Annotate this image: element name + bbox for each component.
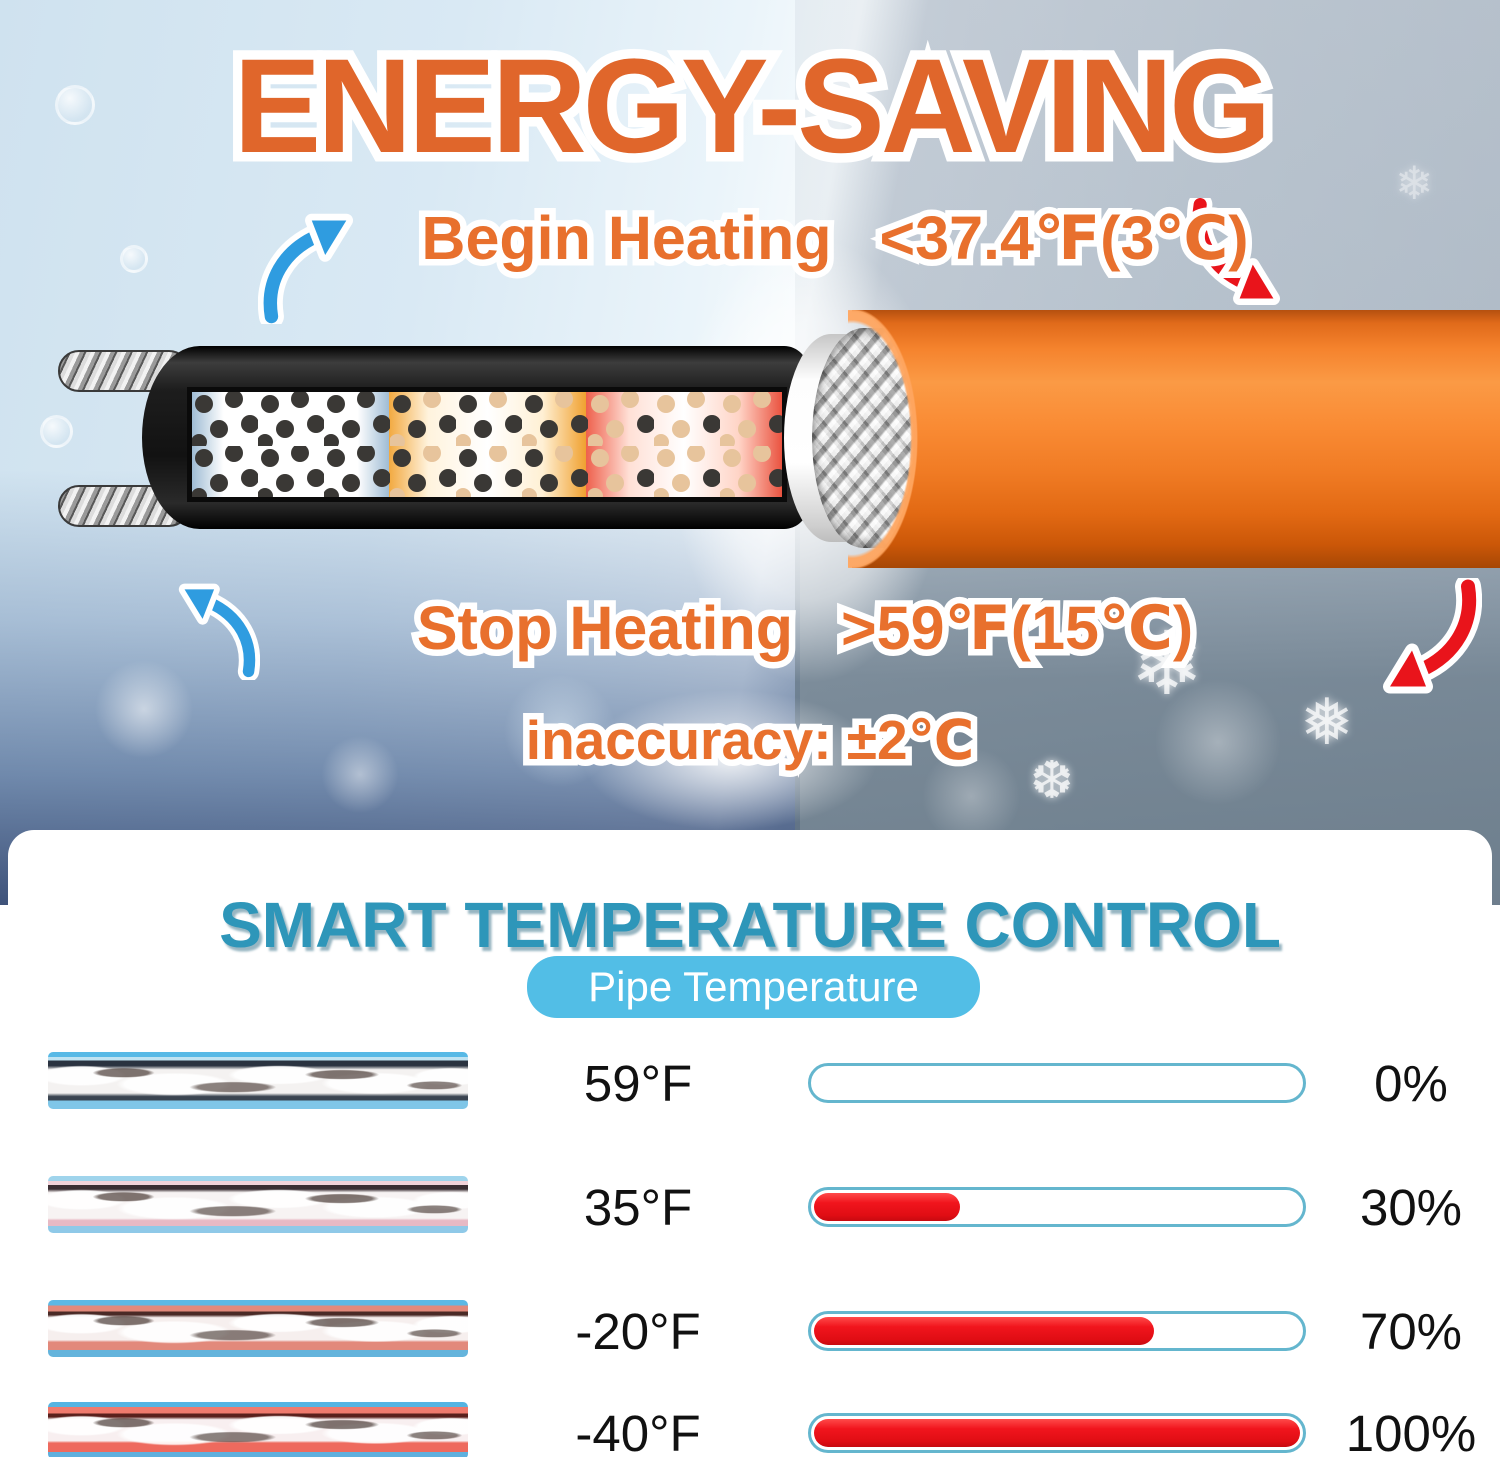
heat-power-bar-fill bbox=[814, 1419, 1300, 1447]
conductive-core-jacket bbox=[142, 346, 808, 529]
heat-power-bar-fill bbox=[814, 1317, 1155, 1345]
pipe-image-cold bbox=[48, 1176, 468, 1233]
jacket-cut-edge bbox=[848, 310, 984, 568]
percent-label: 30% bbox=[1359, 1178, 1463, 1236]
blue-curved-arrow-up bbox=[258, 213, 354, 324]
self-regulating-core-diagram bbox=[192, 392, 782, 497]
heat-power-bar bbox=[808, 1063, 1306, 1103]
heat-power-bar bbox=[808, 1311, 1306, 1351]
begin-heating-value: <37.4℉(3℃) bbox=[880, 203, 1249, 274]
smart-temperature-panel: SMART TEMPERATURE CONTROL Pipe Temperatu… bbox=[8, 830, 1492, 1457]
hero-section: ❄ ❅ ❆ ❄ ❅ ENERGY-SAVING Begin Heating <3… bbox=[0, 0, 1500, 905]
bubble-icon bbox=[40, 415, 73, 448]
bubble-icon bbox=[120, 245, 148, 273]
page-title: ENERGY-SAVING bbox=[233, 30, 1271, 183]
blue-curved-arrow-up-left bbox=[178, 583, 260, 680]
temperature-row: 59°F 0% bbox=[8, 1052, 1492, 1114]
temperature-row: -40°F 100% bbox=[8, 1402, 1492, 1457]
pipe-image-colder bbox=[48, 1300, 468, 1357]
temperature-label: -40°F bbox=[575, 1404, 701, 1457]
snowflake-icon: ❆ bbox=[1030, 752, 1074, 810]
percent-label: 0% bbox=[1374, 1054, 1448, 1112]
percent-label: 70% bbox=[1359, 1302, 1463, 1360]
temperature-label: -20°F bbox=[575, 1302, 701, 1360]
stop-heating-line: Stop Heating >59℉(15℃) bbox=[417, 593, 1193, 664]
stop-heating-label: Stop Heating bbox=[417, 593, 793, 663]
temperature-row: -20°F 70% bbox=[8, 1300, 1492, 1362]
snowflake-icon: ❅ bbox=[1300, 686, 1354, 758]
temperature-label: 35°F bbox=[583, 1178, 693, 1236]
bubble-icon bbox=[55, 85, 95, 125]
inaccuracy-text: inaccuracy: ±2℃ bbox=[526, 708, 975, 772]
panel-heading: SMART TEMPERATURE CONTROL bbox=[219, 889, 1281, 961]
pipe-image-coldest bbox=[48, 1402, 468, 1457]
red-curved-arrow-down-left bbox=[1383, 578, 1482, 694]
temperature-row: 35°F 30% bbox=[8, 1176, 1492, 1238]
inaccuracy-line: inaccuracy: ±2℃ bbox=[526, 708, 975, 772]
pipe-image-frozen bbox=[48, 1052, 468, 1109]
heat-power-bar bbox=[808, 1413, 1306, 1453]
snowflake-icon: ❄ bbox=[1395, 157, 1434, 209]
percent-label: 100% bbox=[1345, 1404, 1477, 1457]
stop-heating-value: >59℉(15℃) bbox=[841, 593, 1193, 664]
heat-power-bar-fill bbox=[814, 1193, 960, 1221]
pipe-temperature-badge: Pipe Temperature bbox=[527, 956, 980, 1018]
heat-power-bar bbox=[808, 1187, 1306, 1227]
temperature-label: 59°F bbox=[583, 1054, 693, 1112]
title-row: ENERGY-SAVING bbox=[0, 30, 1500, 183]
begin-heating-line: Begin Heating <37.4℉(3℃) bbox=[421, 203, 1248, 274]
begin-heating-label: Begin Heating bbox=[421, 203, 831, 273]
